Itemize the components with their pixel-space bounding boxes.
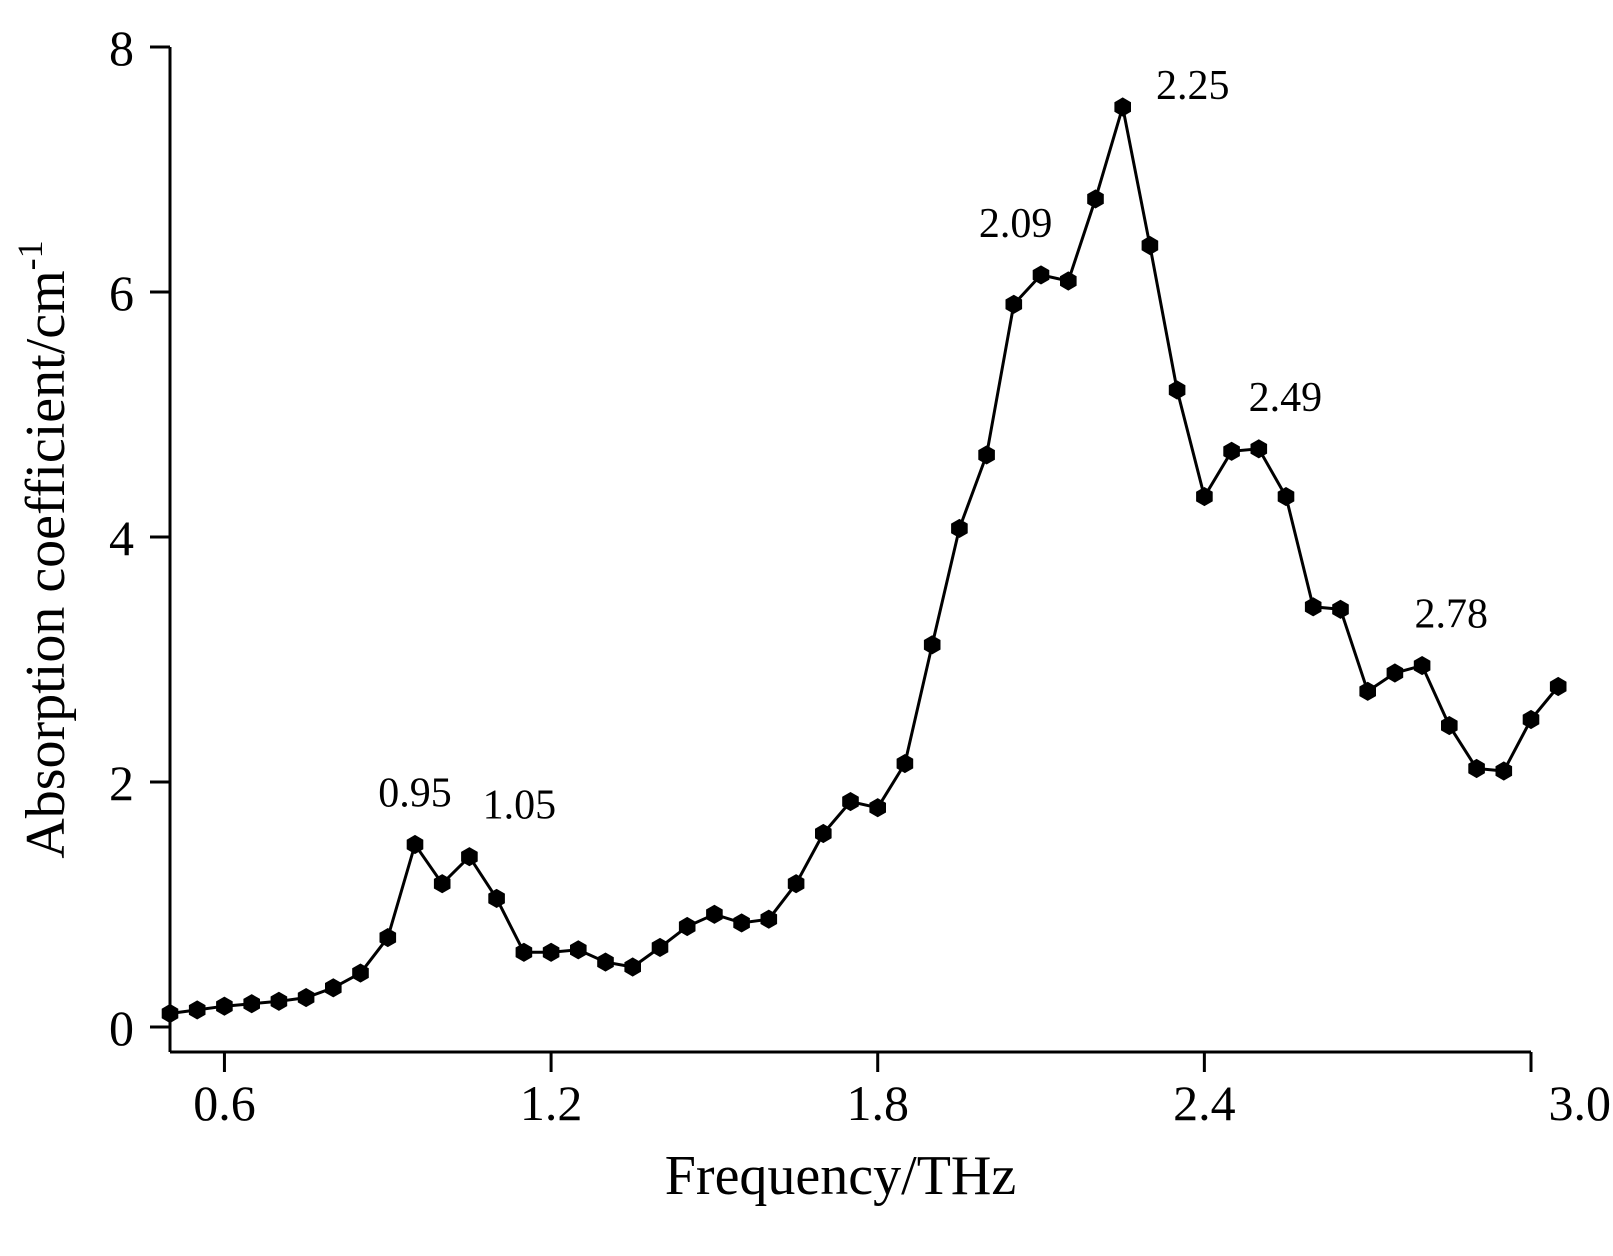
data-point [1441, 716, 1458, 736]
y-tick-label: 8 [109, 20, 134, 76]
data-point [379, 928, 397, 948]
data-point [1087, 189, 1104, 209]
x-tick-label: 2.4 [1173, 1075, 1236, 1131]
data-point [923, 635, 941, 655]
data-point [1495, 761, 1513, 781]
data-point [1223, 441, 1240, 461]
data-point [270, 991, 288, 1011]
data-point [570, 940, 587, 960]
data-point [1468, 758, 1485, 779]
x-tick-label: 1.8 [846, 1075, 909, 1131]
y-axis-title: Absorption coefficient/cm-1 [10, 240, 77, 858]
data-point [406, 834, 424, 855]
y-tick-label: 6 [109, 265, 134, 321]
y-axis-title-main: Absorption coefficient/cm [15, 270, 77, 858]
data-point [733, 913, 750, 933]
x-ticks: 0.6 1.2 1.8 2.4 3.0 [193, 1052, 1611, 1131]
y-tick-label: 2 [109, 755, 134, 811]
data-point [651, 937, 669, 957]
data-point [1005, 294, 1023, 314]
data-point [1549, 676, 1567, 697]
data-point [1413, 656, 1431, 676]
peak-label: 0.95 [378, 770, 452, 816]
data-point [216, 996, 233, 1016]
data-point [243, 994, 260, 1014]
x-tick-label: 3.0 [1549, 1075, 1612, 1131]
data-point [597, 952, 614, 972]
data-point [787, 874, 805, 894]
data-point [297, 988, 315, 1008]
data-point [352, 963, 369, 983]
x-axis-title: Frequency/THz [665, 1145, 1016, 1207]
data-point [488, 888, 505, 908]
data-point [433, 874, 451, 894]
peak-label: 2.09 [979, 201, 1053, 247]
data-point [188, 1000, 206, 1020]
x-tick-label: 0.6 [193, 1075, 256, 1131]
data-markers [161, 97, 1567, 1024]
data-point [1304, 597, 1322, 617]
data-point [1168, 380, 1186, 400]
data-point [1114, 97, 1131, 117]
data-point [461, 847, 478, 867]
data-point [760, 909, 778, 929]
peak-label: 1.05 [483, 783, 557, 829]
y-tick-label: 0 [109, 1000, 134, 1056]
data-point [325, 978, 342, 998]
data-point [1522, 709, 1540, 730]
peak-label: 2.78 [1414, 592, 1488, 638]
data-point [1032, 265, 1050, 285]
data-point [624, 957, 641, 977]
data-point [978, 445, 995, 465]
data-point [1250, 439, 1268, 459]
data-point [1060, 271, 1077, 291]
data-point [706, 904, 723, 924]
x-tick-label: 1.2 [520, 1075, 583, 1131]
series-line [169, 106, 1560, 1015]
data-point [515, 942, 533, 962]
data-point [678, 916, 696, 937]
data-point [1386, 663, 1404, 683]
data-point [1141, 235, 1159, 256]
y-axis-title-superscript: -1 [10, 240, 50, 270]
data-point [951, 518, 968, 538]
peak-label: 2.25 [1156, 63, 1230, 109]
data-point [1277, 487, 1295, 507]
data-point [161, 1003, 179, 1024]
data-point [542, 942, 560, 962]
data-point [842, 792, 859, 812]
data-point [815, 823, 832, 844]
data-point [1332, 599, 1349, 619]
data-point [896, 754, 914, 774]
plot-area: 0.95 1.05 2.09 2.25 2.49 2.78 [161, 63, 1567, 1024]
axes: 0 2 4 6 8 0.6 1.2 1.8 2.4 3.0 [109, 20, 1611, 1131]
data-point [1196, 487, 1213, 507]
y-tick-label: 4 [109, 510, 134, 566]
y-ticks: 0 2 4 6 8 [109, 20, 170, 1056]
peak-annotations: 0.95 1.05 2.09 2.25 2.49 2.78 [378, 63, 1488, 829]
data-point [869, 798, 886, 818]
peak-label: 2.49 [1249, 375, 1323, 421]
data-point [1359, 681, 1376, 701]
